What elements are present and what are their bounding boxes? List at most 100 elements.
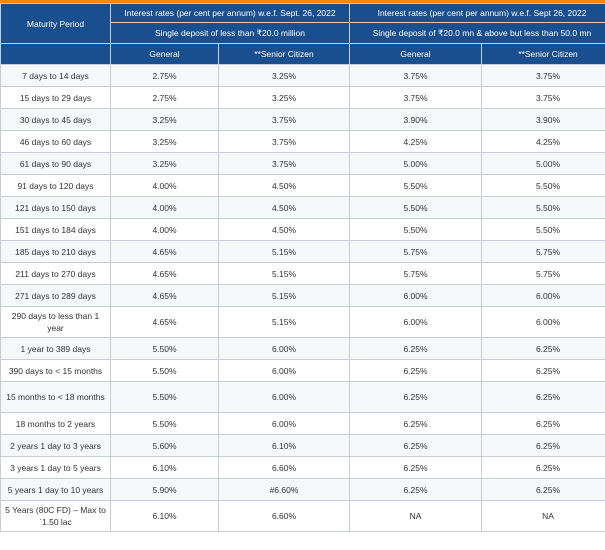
maturity-period-header: Maturity Period (0, 3, 111, 44)
group2-general-rate: 5.50% (349, 174, 483, 197)
group2-general-rate: 6.25% (349, 456, 483, 479)
group1-senior-rate: 3.75% (217, 152, 351, 175)
group1-senior-rate: 5.15% (217, 306, 351, 338)
group1-general-rate: 6.10% (110, 500, 219, 532)
group2-general-rate: 6.25% (349, 359, 483, 382)
maturity-period-cell: 18 months to 2 years (0, 412, 111, 435)
group1-general-rate: 5.50% (110, 359, 219, 382)
accent-bar (0, 0, 605, 3)
group2-general-rate: 3.90% (349, 108, 483, 131)
group1-general-rate: 4.65% (110, 262, 219, 285)
table-row: 15 days to 29 days 2.75% 3.25% 3.75% 3.75% (0, 86, 605, 109)
maturity-period-cell: 1 year to 389 days (0, 337, 111, 360)
group1-general-rate: 4.00% (110, 218, 219, 241)
maturity-period-cell: 15 days to 29 days (0, 86, 111, 109)
maturity-period-cell: 271 days to 289 days (0, 284, 111, 307)
table-row: 61 days to 90 days 3.25% 3.75% 5.00% 5.00% (0, 152, 605, 175)
maturity-period-cell: 290 days to less than 1 year (0, 306, 111, 338)
table-row: 5 years 1 day to 10 years 5.90% #6.60% 6.25… (0, 478, 605, 501)
group2-senior-rate: 6.00% (481, 284, 605, 307)
group1-senior-rate: 3.25% (217, 64, 351, 87)
group2-general-rate: 5.75% (349, 262, 483, 285)
group1-senior-header: **Senior Citizen (217, 43, 351, 65)
table-row: 185 days to 210 days 4.65% 5.15% 5.75% 5.75% (0, 240, 605, 263)
blank-header-cell (0, 43, 111, 65)
group2-general-rate: 6.00% (349, 284, 483, 307)
group1-general-rate: 4.65% (110, 306, 219, 338)
group1-senior-rate: 6.10% (217, 434, 351, 457)
maturity-period-cell: 61 days to 90 days (0, 152, 111, 175)
interest-rate-table: Maturity Period Interest rates (per cent… (0, 3, 605, 532)
group2-senior-rate: 4.25% (481, 130, 605, 153)
maturity-period-cell: 7 days to 14 days (0, 64, 111, 87)
group1-general-rate: 5.50% (110, 412, 219, 435)
group1-general-rate: 3.25% (110, 108, 219, 131)
maturity-period-cell: 5 years 1 day to 10 years (0, 478, 111, 501)
group1-subtitle: Single deposit of less than ₹20.0 millio… (109, 22, 351, 44)
group2-general-rate: 5.50% (349, 218, 483, 241)
group2-general-rate: 6.25% (349, 412, 483, 435)
group2-general-rate: 5.00% (349, 152, 483, 175)
group1-senior-rate: 6.60% (217, 456, 351, 479)
group2-senior-rate: 6.25% (481, 359, 605, 382)
maturity-period-cell: 5 Years (80C FD) – Max to `1.50 lac (0, 500, 111, 532)
group2-general-rate: 6.00% (349, 306, 483, 338)
group2-senior-rate: 3.90% (481, 108, 605, 131)
group1-title: Interest rates (per cent per annum) w.e.… (109, 3, 351, 23)
group2-senior-rate: 3.75% (481, 86, 605, 109)
group2-senior-rate: 6.00% (481, 306, 605, 338)
table-row: 290 days to less than 1 year 4.65% 5.15% 6.… (0, 306, 605, 338)
maturity-period-cell: 91 days to 120 days (0, 174, 111, 197)
table-row: 211 days to 270 days 4.65% 5.15% 5.75% 5.75% (0, 262, 605, 285)
group1-senior-rate: 3.75% (217, 130, 351, 153)
group1-senior-rate: 6.00% (217, 381, 351, 413)
group2-senior-rate: NA (481, 500, 605, 532)
group1-general-rate: 5.60% (110, 434, 219, 457)
group2-general-rate: 6.25% (349, 381, 483, 413)
table-row: 5 Years (80C FD) – Max to `1.50 lac 6.10%… (0, 500, 605, 532)
group2-general-header: General (349, 43, 483, 65)
maturity-period-cell: 2 years 1 day to 3 years (0, 434, 111, 457)
group1-senior-rate: 5.15% (217, 240, 351, 263)
group2-senior-rate: 6.25% (481, 478, 605, 501)
group2-general-rate: 5.50% (349, 196, 483, 219)
group2-general-rate: 6.25% (349, 434, 483, 457)
group2-general-rate: 3.75% (349, 86, 483, 109)
table-row: 7 days to 14 days 2.75% 3.25% 3.75% 3.75% (0, 64, 605, 87)
group1-senior-rate: 6.00% (217, 337, 351, 360)
group2-subtitle: Single deposit of ₹20.0 mn & above but l… (349, 22, 605, 44)
group1-senior-rate: 4.50% (217, 196, 351, 219)
group1-general-rate: 2.75% (110, 64, 219, 87)
group1-senior-rate: 3.75% (217, 108, 351, 131)
accent-bar-right (110, 0, 605, 3)
group1-senior-rate: 6.60% (217, 500, 351, 532)
table-row: 3 years 1 day to 5 years 6.10% 6.60% 6.25% 6… (0, 456, 605, 479)
table-row: 271 days to 289 days 4.65% 5.15% 6.00% 6.00% (0, 284, 605, 307)
group2-senior-rate: 5.50% (481, 196, 605, 219)
table-row: 121 days to 150 days 4.00% 4.50% 5.50% 5.50% (0, 196, 605, 219)
group1-senior-rate: 6.00% (217, 412, 351, 435)
table-row: 18 months to 2 years 5.50% 6.00% 6.25% 6.25% (0, 412, 605, 435)
group2-senior-rate: 6.25% (481, 434, 605, 457)
group1-senior-rate: 4.50% (217, 218, 351, 241)
group1-general-rate: 6.10% (110, 456, 219, 479)
group2-general-rate: 6.25% (349, 478, 483, 501)
maturity-period-cell: 211 days to 270 days (0, 262, 111, 285)
group1-general-rate: 5.50% (110, 337, 219, 360)
group2-senior-rate: 6.25% (481, 381, 605, 413)
group2-general-rate: 6.25% (349, 337, 483, 360)
group1-general-rate: 3.25% (110, 130, 219, 153)
group2-senior-rate: 5.50% (481, 174, 605, 197)
maturity-period-cell: 185 days to 210 days (0, 240, 111, 263)
table-row: 2 years 1 day to 3 years 5.60% 6.10% 6.25% 6… (0, 434, 605, 457)
group1-general-header: General (110, 43, 219, 65)
group2-general-rate: 3.75% (349, 64, 483, 87)
table-row: 15 months to < 18 months 5.50% 6.00% 6.25% 6… (0, 381, 605, 413)
group1-senior-rate: 4.50% (217, 174, 351, 197)
group1-general-rate: 5.90% (110, 478, 219, 501)
table-row: 30 days to 45 days 3.25% 3.75% 3.90% 3.90% (0, 108, 605, 131)
group2-senior-rate: 6.25% (481, 337, 605, 360)
table-row: 151 days to 184 days 4.00% 4.50% 5.50% 5.50% (0, 218, 605, 241)
table-body: 7 days to 14 days 2.75% 3.25% 3.75% 3.75% 15 … (0, 64, 605, 532)
table-row: 1 year to 389 days 5.50% 6.00% 6.25% 6.25% (0, 337, 605, 360)
